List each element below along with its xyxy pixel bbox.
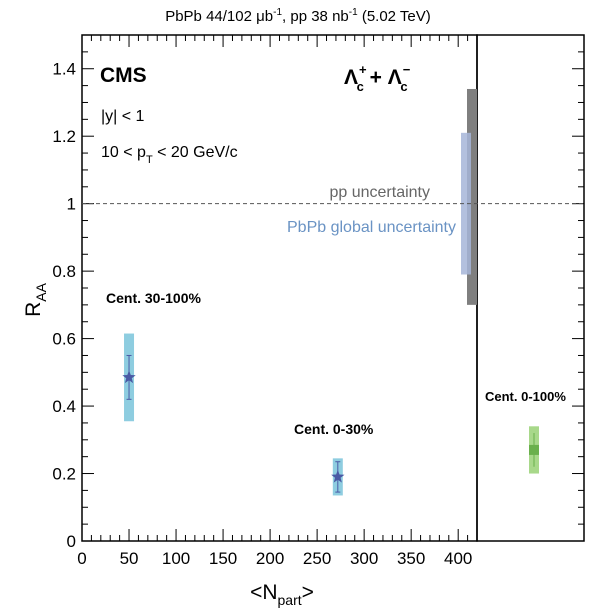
experiment-label: CMS [100,64,147,87]
x-axis-title: <Npart> [250,581,314,608]
data-point-square [529,444,539,455]
lumi-header: PbPb 44/102 μb-1, pp 38 nb-1 (5.02 TeV) [165,7,431,25]
series-label-cent-0-30: Cent. 0-30% [294,421,374,437]
y-axis-title: RAA [22,282,49,317]
x-tick-label: 0 [77,549,86,568]
pbpb-uncertainty-label: PbPb global uncertainty [287,219,456,236]
y-tick-label: 0.4 [52,397,76,416]
data-point-star [122,370,136,384]
data-point-star [331,469,345,483]
x-tick-label: 300 [350,549,378,568]
y-tick-label: 0 [67,532,76,551]
x-tick-label: 150 [209,549,237,568]
y-tick-label: 1.4 [52,60,76,79]
y-tick-label: 0.2 [52,465,76,484]
y-tick-label: 1.2 [52,127,76,146]
pp-uncertainty-band [467,88,477,305]
series-label-cent-0-100: Cent. 0-100% [485,389,566,404]
y-tick-label: 0.8 [52,262,76,281]
x-tick-label: 200 [256,549,284,568]
pbpb-global-uncertainty-band [461,132,471,275]
y-tick-label: 0.6 [52,330,76,349]
series-label-cent-30-100: Cent. 30-100% [106,290,201,306]
rapidity-label: |y| < 1 [101,108,145,125]
pt-range-label: 10 < pT < 20 GeV/c [101,144,238,166]
x-tick-label: 50 [120,549,139,568]
particle-label: Λ+ c + Λ− c [344,62,411,94]
x-tick-label: 400 [444,549,472,568]
y-tick-label: 1 [67,195,76,214]
x-tick-label: 100 [162,549,190,568]
pp-uncertainty-label: pp uncertainty [329,184,430,201]
x-tick-label: 250 [303,549,331,568]
x-tick-label: 350 [397,549,425,568]
